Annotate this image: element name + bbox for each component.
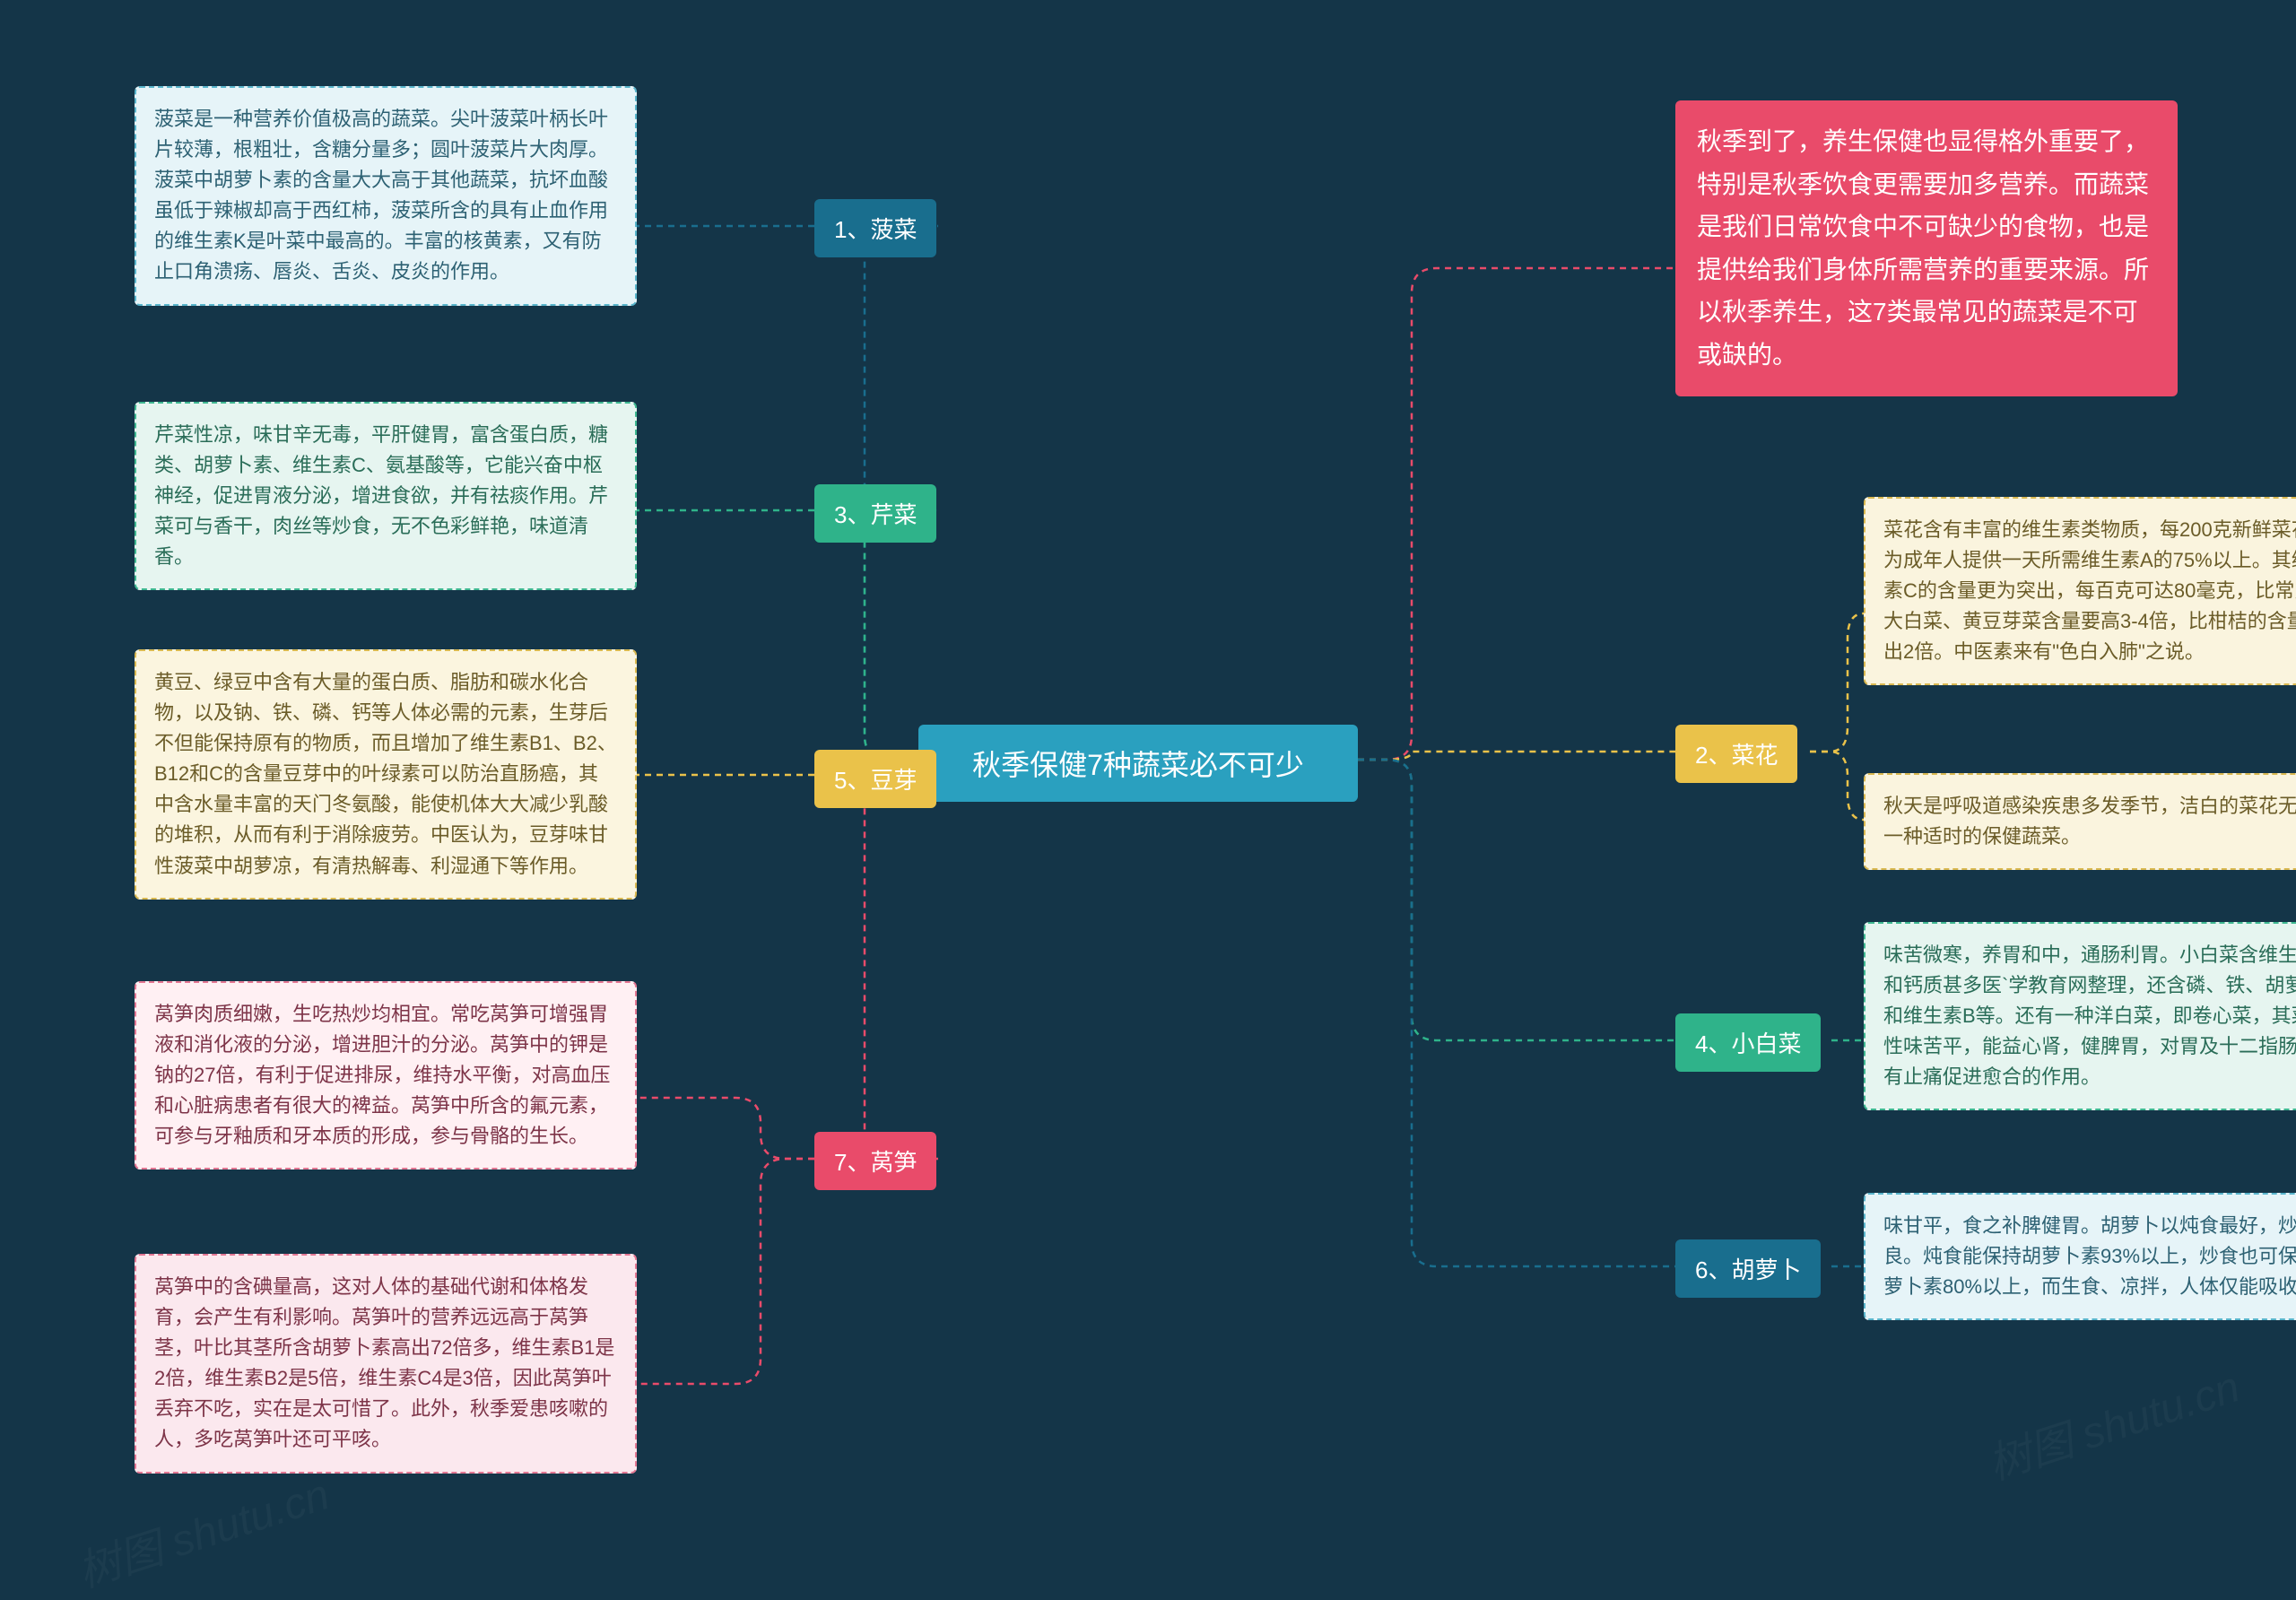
branch-b4[interactable]: 4、小白菜 [1675, 1013, 1821, 1072]
connector [1810, 613, 1864, 752]
connector [637, 1159, 814, 1384]
connector [1358, 752, 1675, 760]
leaf-b6-8[interactable]: 味甘平，食之补脾健胃。胡萝卜以炖食最好，炒食为良。炖食能保持胡萝卜素93%以上，… [1864, 1193, 2296, 1320]
connector [865, 510, 938, 760]
leaf-b4-7[interactable]: 味苦微寒，养胃和中，通肠利胃。小白菜含维生素C和钙质甚多医`学教育网整理，还含磷… [1864, 922, 2296, 1110]
leaf-b7-4[interactable]: 莴笋中的含碘量高，这对人体的基础代谢和体格发育，会产生有利影响。莴笋叶的营养远远… [135, 1254, 637, 1474]
watermark: 树图 shutu.cn [68, 1459, 335, 1599]
connector [1358, 760, 1675, 1040]
connector [637, 1098, 814, 1159]
branch-b7[interactable]: 7、莴笋 [814, 1132, 936, 1190]
intro-block[interactable]: 秋季到了，养生保健也显得格外重要了，特别是秋季饮食更需要加多营养。而蔬菜是我们日… [1675, 100, 2178, 396]
leaf-b2-5[interactable]: 菜花含有丰富的维生素类物质，每200克新鲜菜花可为成年人提供一天所需维生素A的7… [1864, 497, 2296, 685]
branch-b3[interactable]: 3、芹菜 [814, 484, 936, 543]
center-topic[interactable]: 秋季保健7种蔬菜必不可少 [918, 725, 1358, 802]
branch-b1[interactable]: 1、菠菜 [814, 199, 936, 257]
leaf-b7-3[interactable]: 莴笋肉质细嫩，生吃热炒均相宜。常吃莴笋可增强胃液和消化液的分泌，增进胆汁的分泌。… [135, 981, 637, 1170]
branch-b6[interactable]: 6、胡萝卜 [1675, 1239, 1821, 1298]
connector [1358, 760, 1675, 1266]
branch-b5[interactable]: 5、豆芽 [814, 750, 936, 808]
leaf-b3-1[interactable]: 芹菜性凉，味甘辛无毒，平肝健胃，富含蛋白质，糖类、胡萝卜素、维生素C、氨基酸等，… [135, 402, 637, 590]
leaf-b2-6[interactable]: 秋天是呼吸道感染疾患多发季节，洁白的菜花无疑是一种适时的保健蔬菜。 [1864, 773, 2296, 870]
connector [1810, 752, 1864, 820]
connector [1358, 268, 1675, 760]
watermark: 树图 shutu.cn [1979, 1352, 2246, 1491]
leaf-b5-2[interactable]: 黄豆、绿豆中含有大量的蛋白质、脂肪和碳水化合物，以及钠、铁、磷、钙等人体必需的元… [135, 649, 637, 900]
branch-b2[interactable]: 2、菜花 [1675, 725, 1797, 783]
connector [865, 760, 938, 1159]
leaf-b1-0[interactable]: 菠菜是一种营养价值极高的蔬菜。尖叶菠菜叶柄长叶片较薄，根粗壮，含糖分量多；圆叶菠… [135, 86, 637, 306]
